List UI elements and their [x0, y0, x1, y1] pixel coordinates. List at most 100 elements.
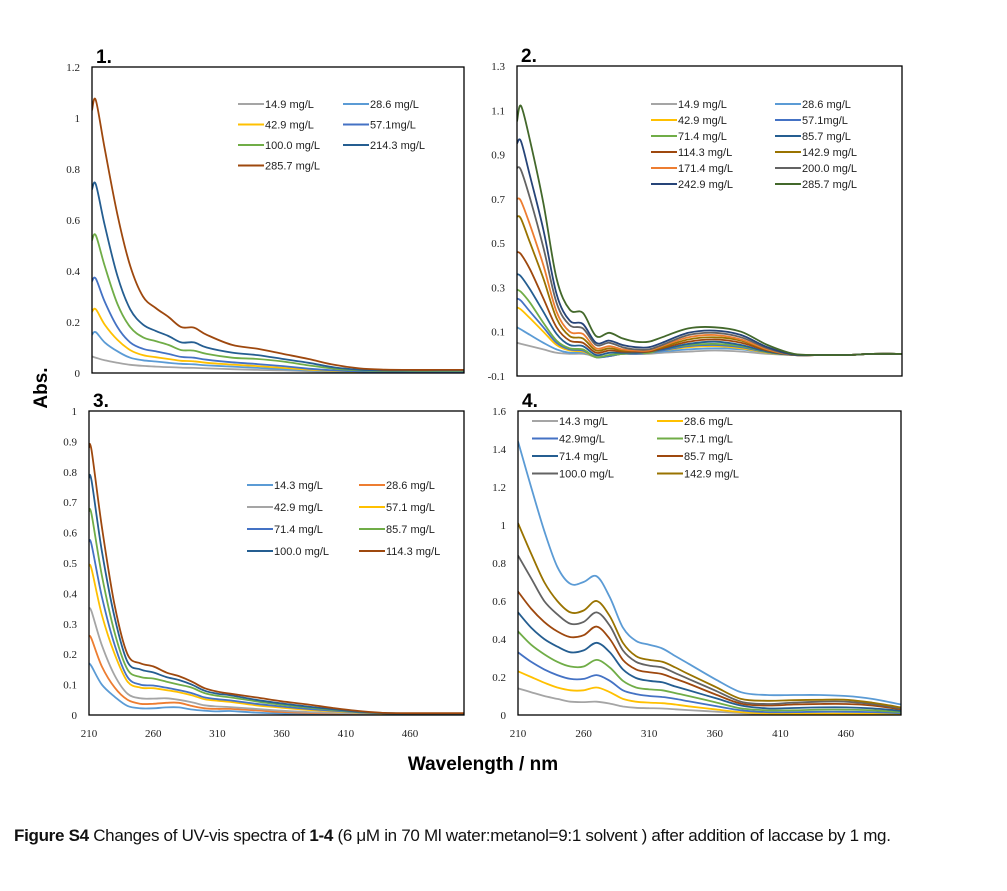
caption-text-1: Changes of UV-vis spectra of: [88, 826, 310, 845]
legend-item: 42.9 mg/L: [651, 115, 727, 127]
y-tick-label: 0.5: [63, 558, 77, 570]
series-line-285-7mgL: [517, 104, 902, 356]
chart-panel-2: -0.1 0.1 0.3 0.5 0.7 0.9 1.1 1.3 2. 14.9 mg/L 28.6…: [488, 46, 903, 383]
series-line-57-1mgL: [89, 563, 464, 715]
legend-item: 285.7 mg/L: [238, 161, 320, 173]
y-tick-label: 0.8: [492, 558, 506, 570]
legend-item: 85.7 mg/L: [775, 131, 851, 143]
y-tick-label: 0.4: [492, 634, 506, 646]
legend-label: 71.4 mg/L: [678, 131, 727, 143]
legend-label: 100.0 mg/L: [559, 469, 614, 481]
legend-label: 57.1mg/L: [370, 120, 416, 132]
legend-item: 71.4 mg/L: [651, 131, 727, 143]
plot-frame: [91, 66, 465, 374]
legend-label: 114.3 mg/L: [678, 147, 732, 159]
y-tick-label: 1.6: [492, 406, 506, 418]
caption-text-2: (6 μM in 70 Ml water:metanol=9:1 solvent…: [333, 826, 891, 845]
legend-label: 42.9mg/L: [559, 434, 605, 446]
series-line-42-9mgL: [518, 651, 901, 714]
legend-item: 42.9 mg/L: [247, 502, 323, 514]
y-tick-label: 0.2: [492, 672, 506, 684]
legend-label: 100.0 mg/L: [274, 546, 329, 558]
legend-item: 57.1 mg/L: [657, 434, 733, 446]
legend-label: 114.3 mg/L: [386, 546, 440, 558]
series-line-114-3mgL: [517, 251, 902, 357]
legend-item: 28.6 mg/L: [657, 416, 733, 428]
y-tick-label: 0.6: [63, 528, 77, 540]
legend-label: 71.4 mg/L: [274, 524, 323, 536]
legend-label: 85.7 mg/L: [802, 131, 851, 143]
legend-label: 142.9 mg/L: [802, 147, 857, 159]
series-group: [518, 441, 901, 715]
legend-label: 57.1 mg/L: [684, 434, 733, 446]
legend-label: 142.9 mg/L: [684, 469, 739, 481]
x-tick-label: 410: [338, 728, 355, 740]
y-tick-label: 0.7: [63, 497, 77, 509]
series-line-unlabeled: [518, 441, 901, 706]
series-group: [92, 97, 464, 373]
legend-label: 242.9 mg/L: [678, 179, 733, 191]
panel-label: 2.: [521, 46, 537, 67]
y-tick-label: 0.9: [491, 150, 505, 162]
y-tick-label: 0.8: [63, 467, 77, 479]
y-tick-label: 0.3: [491, 282, 505, 294]
chart-panel-4: 0 0.2 0.4 0.6 0.8 1 1.2 1.4 1.6 210 260 310 360 410 46…: [492, 391, 902, 740]
chart-panel-3: 0 0.1 0.2 0.3 0.4 0.5 0.6 0.7 0.8 0.9 1 210 260 310 36…: [63, 391, 465, 740]
series-line-100-0mgL: [518, 554, 901, 710]
legend-label: 28.6 mg/L: [802, 99, 851, 111]
legend-label: 14.9 mg/L: [265, 99, 314, 111]
y-tick-label: 0.7: [491, 194, 505, 206]
x-tick-label: 360: [273, 728, 290, 740]
legend-label: 285.7 mg/L: [265, 161, 320, 173]
legend-label: 57.1 mg/L: [386, 502, 435, 514]
y-tick-label: 0.2: [66, 317, 80, 329]
series-line-114-3mgL: [89, 442, 464, 715]
legend-label: 28.6 mg/L: [386, 480, 435, 492]
legend-item: 242.9 mg/L: [651, 179, 733, 191]
y-tick-label: 0.4: [66, 266, 80, 278]
x-tick-label: 210: [510, 728, 527, 740]
y-tick-label: 1.1: [491, 105, 505, 117]
y-tick-label: 0: [75, 368, 81, 380]
legend-item: 57.1mg/L: [775, 115, 848, 127]
y-tick-label: 0.5: [491, 238, 505, 250]
y-tick-label: 0: [501, 710, 507, 722]
legend-label: 85.7 mg/L: [684, 451, 733, 463]
series-line-28-6mgL: [518, 670, 901, 715]
y-tick-label: 0.1: [491, 327, 505, 339]
x-axis-label: Wavelength / nm: [408, 754, 558, 775]
legend-item: 28.6 mg/L: [775, 99, 851, 111]
legend: 14.9 mg/L 28.6 mg/L 42.9 mg/L 57.1mg/L 71.4 …: [651, 99, 857, 191]
legend-label: 14.3 mg/L: [559, 416, 608, 428]
x-tick-label: 360: [706, 728, 723, 740]
legend-item: 200.0 mg/L: [775, 163, 857, 175]
legend-item: 57.1mg/L: [343, 120, 416, 132]
legend-item: 285.7 mg/L: [775, 179, 857, 191]
legend-label: 14.3 mg/L: [274, 480, 323, 492]
legend-item: 100.0 mg/L: [247, 546, 329, 558]
legend-item: 28.6 mg/L: [359, 480, 435, 492]
legend-item: 100.0 mg/L: [532, 469, 614, 481]
legend-label: 28.6 mg/L: [370, 99, 419, 111]
plot-frame: [516, 65, 903, 377]
y-tick-label: 0.2: [63, 649, 77, 661]
legend-item: 14.9 mg/L: [651, 99, 727, 111]
plot-frame: [88, 410, 465, 716]
legend-label: 14.9 mg/L: [678, 99, 727, 111]
legend-item: 71.4 mg/L: [247, 524, 323, 536]
y-axis-label: Abs.: [31, 367, 52, 408]
legend: 14.3 mg/L 28.6 mg/L 42.9mg/L 57.1 mg/L 71.4 …: [532, 416, 739, 481]
legend-label: 171.4 mg/L: [678, 163, 733, 175]
legend-item: 100.0 mg/L: [238, 140, 320, 152]
x-tick-label: 210: [81, 728, 98, 740]
legend-label: 100.0 mg/L: [265, 140, 320, 152]
panel-label: 4.: [522, 391, 538, 412]
legend-label: 57.1mg/L: [802, 115, 848, 127]
series-line-57-1mgL: [518, 630, 901, 713]
legend: 14.9 mg/L 28.6 mg/L 42.9 mg/L 57.1mg/L 100.0…: [238, 99, 425, 173]
legend-item: 114.3 mg/L: [359, 546, 440, 558]
y-tick-label: 1.2: [66, 62, 80, 74]
legend-item: 85.7 mg/L: [657, 451, 733, 463]
x-tick-label: 260: [145, 728, 162, 740]
